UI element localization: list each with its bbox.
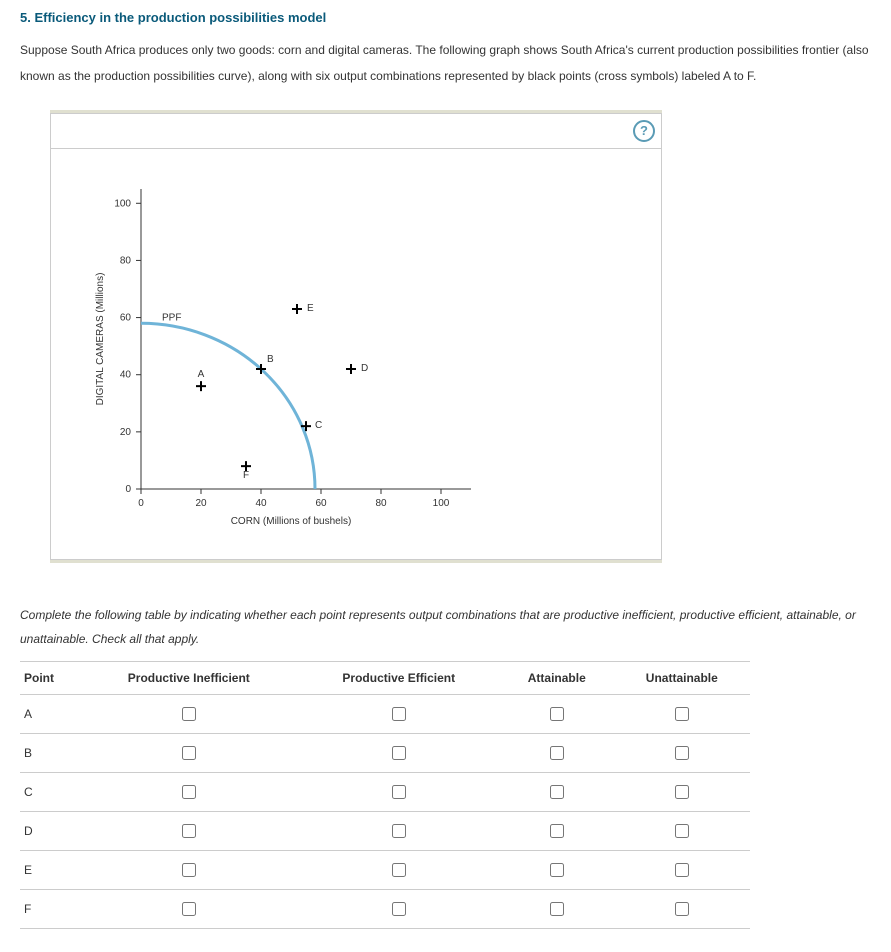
checkbox-cell: [298, 850, 500, 889]
table-instruction: Complete the following table by indicati…: [20, 603, 871, 651]
col-header: Attainable: [500, 661, 614, 694]
answer-checkbox[interactable]: [182, 824, 196, 838]
col-header: Unattainable: [614, 661, 750, 694]
chart-area: 0 20 40 60 80 100 0 20 40 60 80 100 CORN (Millions o…: [50, 149, 662, 560]
svg-text:40: 40: [120, 369, 132, 380]
bottom-rule: [50, 560, 662, 563]
checkbox-cell: [500, 772, 614, 811]
answer-checkbox[interactable]: [675, 902, 689, 916]
checkbox-cell: [298, 733, 500, 772]
checkbox-cell: [298, 694, 500, 733]
checkbox-cell: [80, 733, 298, 772]
answer-checkbox[interactable]: [550, 824, 564, 838]
svg-text:DIGITAL CAMERAS (Millions): DIGITAL CAMERAS (Millions): [95, 272, 106, 405]
answer-checkbox[interactable]: [392, 746, 406, 760]
answer-checkbox[interactable]: [392, 902, 406, 916]
svg-text:40: 40: [255, 498, 267, 509]
answer-checkbox[interactable]: [675, 746, 689, 760]
answer-checkbox[interactable]: [182, 746, 196, 760]
checkbox-cell: [80, 772, 298, 811]
answer-table: PointProductive InefficientProductive Ef…: [20, 661, 750, 929]
answer-checkbox[interactable]: [675, 785, 689, 799]
checkbox-cell: [614, 889, 750, 928]
col-header: Productive Efficient: [298, 661, 500, 694]
svg-text:80: 80: [120, 255, 132, 266]
checkbox-cell: [80, 694, 298, 733]
svg-text:0: 0: [138, 498, 144, 509]
table-row: B: [20, 733, 750, 772]
chart-toolbar: ?: [50, 113, 662, 149]
point-cell: B: [20, 733, 80, 772]
answer-checkbox[interactable]: [550, 707, 564, 721]
point-cell: F: [20, 889, 80, 928]
svg-text:F: F: [243, 470, 249, 481]
answer-checkbox[interactable]: [550, 785, 564, 799]
answer-checkbox[interactable]: [182, 863, 196, 877]
answer-checkbox[interactable]: [392, 824, 406, 838]
answer-checkbox[interactable]: [392, 863, 406, 877]
answer-checkbox[interactable]: [182, 707, 196, 721]
checkbox-cell: [500, 733, 614, 772]
point-cell: E: [20, 850, 80, 889]
checkbox-cell: [614, 772, 750, 811]
checkbox-cell: [298, 772, 500, 811]
svg-text:D: D: [361, 363, 368, 374]
svg-text:60: 60: [120, 312, 132, 323]
col-header: Point: [20, 661, 80, 694]
help-button[interactable]: ?: [633, 120, 655, 142]
svg-text:PPF: PPF: [162, 312, 181, 323]
table-body: ABCDEF: [20, 694, 750, 928]
point-cell: C: [20, 772, 80, 811]
checkbox-cell: [614, 811, 750, 850]
answer-checkbox[interactable]: [392, 707, 406, 721]
checkbox-cell: [614, 694, 750, 733]
svg-text:60: 60: [315, 498, 327, 509]
svg-text:B: B: [267, 354, 274, 365]
point-cell: A: [20, 694, 80, 733]
question-title: 5. Efficiency in the production possibil…: [20, 10, 871, 25]
svg-text:20: 20: [195, 498, 207, 509]
checkbox-cell: [298, 811, 500, 850]
svg-text:C: C: [315, 420, 322, 431]
svg-text:80: 80: [375, 498, 387, 509]
checkbox-cell: [500, 811, 614, 850]
question-intro: Suppose South Africa produces only two g…: [20, 37, 871, 90]
col-header: Productive Inefficient: [80, 661, 298, 694]
table-row: F: [20, 889, 750, 928]
ppf-chart: 0 20 40 60 80 100 0 20 40 60 80 100 CORN (Millions o…: [61, 169, 621, 549]
checkbox-cell: [614, 733, 750, 772]
answer-checkbox[interactable]: [182, 785, 196, 799]
checkbox-cell: [80, 811, 298, 850]
checkbox-cell: [298, 889, 500, 928]
table-row: C: [20, 772, 750, 811]
checkbox-cell: [500, 694, 614, 733]
svg-text:A: A: [198, 369, 205, 380]
point-cell: D: [20, 811, 80, 850]
checkbox-cell: [80, 850, 298, 889]
svg-text:20: 20: [120, 427, 132, 438]
answer-checkbox[interactable]: [675, 824, 689, 838]
checkbox-cell: [80, 889, 298, 928]
checkbox-cell: [614, 850, 750, 889]
table-header-row: PointProductive InefficientProductive Ef…: [20, 661, 750, 694]
svg-text:100: 100: [433, 498, 450, 509]
checkbox-cell: [500, 889, 614, 928]
table-row: A: [20, 694, 750, 733]
answer-checkbox[interactable]: [550, 863, 564, 877]
answer-checkbox[interactable]: [675, 707, 689, 721]
svg-text:100: 100: [114, 198, 131, 209]
table-row: D: [20, 811, 750, 850]
answer-checkbox[interactable]: [182, 902, 196, 916]
svg-text:CORN (Millions of bushels): CORN (Millions of bushels): [231, 516, 352, 527]
table-row: E: [20, 850, 750, 889]
svg-text:0: 0: [125, 484, 131, 495]
answer-checkbox[interactable]: [550, 902, 564, 916]
answer-checkbox[interactable]: [550, 746, 564, 760]
answer-checkbox[interactable]: [392, 785, 406, 799]
checkbox-cell: [500, 850, 614, 889]
svg-text:E: E: [307, 303, 314, 314]
answer-checkbox[interactable]: [675, 863, 689, 877]
chart-container: ? 0 20 40 60 80 100 0 20 40 60 80 100 CORN (Millions…: [50, 110, 662, 563]
